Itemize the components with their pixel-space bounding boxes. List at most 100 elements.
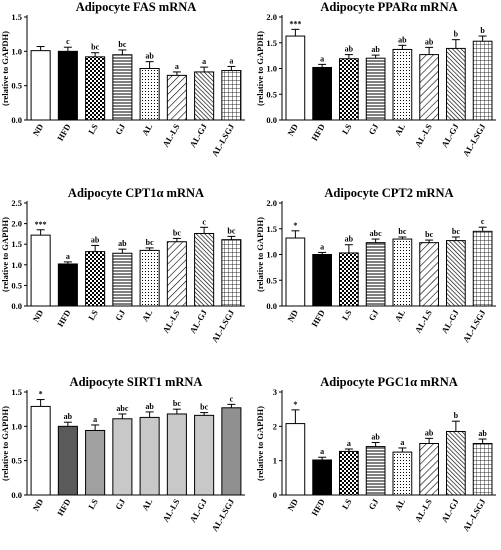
y-tick-label: 2.0 bbox=[266, 12, 277, 22]
chart-panel-1: Adipocyte FAS mRNA (relative to GAPDH)0.0… bbox=[0, 0, 245, 158]
significance-label: bc bbox=[425, 230, 433, 239]
bar-al bbox=[392, 238, 413, 307]
y-tick-label: 2.0 bbox=[266, 198, 277, 208]
bar-al-ls bbox=[166, 74, 187, 121]
x-tick-label: ND bbox=[285, 497, 300, 513]
significance-label: ab bbox=[91, 235, 100, 244]
significance-label: bc bbox=[452, 227, 460, 236]
chart-panel-6: Adipocyte PGC1α mRNA (relative to GAPDH) 0… bbox=[255, 375, 496, 533]
significance-label: b bbox=[454, 411, 459, 420]
x-tick-label: AL-LS bbox=[413, 308, 434, 335]
x-tick-label: AL-GJ bbox=[187, 307, 209, 335]
bar-gj bbox=[365, 57, 386, 121]
y-axis-label: (relative to GAPDH) bbox=[0, 31, 10, 106]
significance-label: *** bbox=[35, 220, 47, 229]
x-tick-label: HFD bbox=[55, 497, 73, 518]
significance-label: ab bbox=[64, 412, 73, 421]
x-tick-label: HFD bbox=[309, 122, 327, 143]
x-tick-label: AL-LSGJ bbox=[209, 307, 236, 344]
significance-label: a bbox=[202, 57, 206, 66]
bar-nd bbox=[30, 234, 51, 307]
significance-label: c bbox=[481, 217, 485, 226]
x-tick-label: HFD bbox=[309, 308, 327, 329]
x-tick-label: ND bbox=[31, 308, 46, 324]
significance-label: ab bbox=[145, 402, 154, 411]
x-tick-label: AL-LSGJ bbox=[209, 496, 236, 533]
y-axis-label: (relative to GAPDH) bbox=[255, 217, 265, 292]
bar-gj bbox=[365, 446, 386, 496]
x-tick-label: ND bbox=[31, 497, 46, 513]
x-tick-label: AL bbox=[393, 308, 408, 324]
significance-label: *** bbox=[289, 19, 301, 28]
significance-label: ab bbox=[425, 428, 434, 437]
bar-al-lsgj bbox=[221, 70, 242, 121]
significance-label: bc bbox=[146, 238, 154, 247]
x-tick-label: AL-LSGJ bbox=[461, 307, 488, 344]
significance-label: bc bbox=[173, 399, 181, 408]
bar-nd bbox=[30, 50, 51, 121]
x-tick-label: ND bbox=[285, 308, 300, 324]
significance-label: bc bbox=[91, 43, 99, 52]
bar-hfd bbox=[312, 66, 332, 121]
significance-label: * bbox=[293, 400, 297, 409]
bar-al-gj bbox=[446, 430, 466, 496]
x-tick-label: GJ bbox=[113, 496, 127, 511]
bar-hfd bbox=[312, 459, 332, 496]
x-tick-label: LS bbox=[340, 497, 354, 511]
significance-label: ab bbox=[478, 429, 487, 438]
bar-al bbox=[392, 48, 413, 121]
bar-al-gj bbox=[194, 232, 215, 307]
y-axis-label: (relative to GAPDH) bbox=[255, 406, 265, 481]
y-tick-label: 0.5 bbox=[266, 89, 277, 99]
significance-label: a bbox=[66, 252, 70, 261]
significance-label: a bbox=[347, 439, 351, 448]
significance-label: ab bbox=[345, 235, 354, 244]
bar-hfd bbox=[57, 50, 78, 121]
x-tick-label: LS bbox=[340, 122, 354, 136]
bar-al-ls bbox=[419, 242, 439, 307]
bar-ls bbox=[85, 56, 106, 121]
y-tick-label: 1.0 bbox=[266, 64, 277, 74]
bar-gj bbox=[365, 242, 386, 307]
y-tick-label: 1.0 bbox=[11, 46, 22, 56]
x-tick-label: AL-LSGJ bbox=[461, 496, 488, 533]
significance-label: ab bbox=[345, 45, 354, 54]
significance-label: ab bbox=[118, 239, 127, 248]
significance-label: a bbox=[229, 56, 233, 65]
x-tick-label: AL-LS bbox=[160, 497, 181, 524]
bar-al-ls bbox=[419, 443, 439, 496]
x-tick-label: LS bbox=[340, 308, 354, 322]
y-tick-label: 1 bbox=[273, 456, 277, 466]
y-tick-label: 0.5 bbox=[11, 81, 22, 91]
significance-label: abc bbox=[370, 229, 382, 238]
significance-label: a bbox=[320, 242, 324, 251]
y-tick-label: 2.0 bbox=[11, 219, 22, 229]
x-tick-label: ND bbox=[285, 122, 300, 138]
bar-al-ls bbox=[166, 413, 187, 496]
bar-nd bbox=[30, 405, 51, 496]
x-tick-label: AL-GJ bbox=[187, 496, 209, 524]
bar-ls bbox=[339, 58, 359, 121]
bar-hfd bbox=[57, 425, 78, 496]
chart-title: Adipocyte FAS mRNA bbox=[76, 0, 197, 14]
bar-al-ls bbox=[419, 54, 439, 121]
bar-gj bbox=[112, 418, 133, 496]
y-tick-label: 0.5 bbox=[11, 280, 22, 290]
y-tick-label: 0.5 bbox=[11, 456, 22, 466]
bar-al-lsgj bbox=[221, 407, 242, 496]
bar-al bbox=[139, 249, 160, 307]
x-tick-label: GJ bbox=[366, 307, 380, 322]
x-tick-label: GJ bbox=[366, 496, 380, 511]
y-tick-label: 1.5 bbox=[11, 12, 22, 22]
significance-label: b bbox=[480, 26, 485, 35]
chart-panel-4: Adipocyte CPT2 mRNA (relative to GAPDH)0.… bbox=[255, 186, 496, 344]
bar-hfd bbox=[312, 254, 332, 307]
y-tick-label: 1.5 bbox=[266, 224, 277, 234]
x-tick-label: GJ bbox=[113, 307, 127, 322]
y-tick-label: 1.0 bbox=[266, 250, 277, 260]
x-tick-label: AL bbox=[393, 497, 408, 513]
y-tick-label: 0 bbox=[273, 490, 277, 500]
y-tick-label: 0.0 bbox=[11, 301, 22, 311]
x-tick-label: AL bbox=[140, 122, 155, 138]
